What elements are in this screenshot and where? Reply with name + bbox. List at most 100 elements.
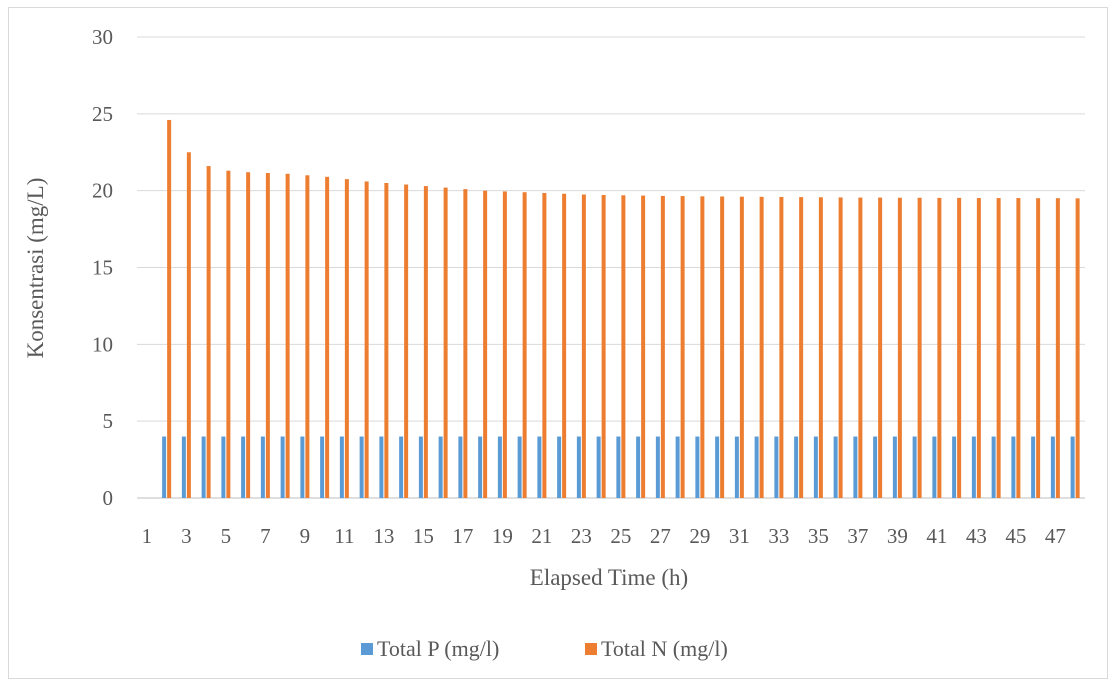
- bar-total-n: [522, 192, 527, 498]
- bar-total-p: [794, 436, 799, 498]
- x-tick-label: 9: [300, 524, 311, 548]
- bar-total-p: [181, 436, 186, 498]
- bar-total-p: [636, 436, 641, 498]
- bar-total-n: [680, 196, 685, 499]
- bar-total-p: [715, 436, 720, 498]
- bar-total-n: [581, 194, 586, 498]
- x-tick-label: 43: [966, 524, 987, 548]
- legend-label-total-n: Total N (mg/l): [601, 636, 728, 661]
- bar-total-n: [818, 197, 823, 498]
- bar-total-n: [917, 197, 922, 498]
- bar-total-p: [616, 436, 621, 498]
- bar-total-n: [483, 190, 488, 498]
- bar-total-p: [339, 436, 344, 498]
- bar-total-n: [858, 197, 863, 498]
- bar-total-n: [957, 197, 962, 498]
- x-tick-label: 29: [689, 524, 710, 548]
- bar-total-n: [601, 194, 606, 498]
- bar-total-p: [754, 436, 759, 498]
- x-tick-label: 15: [413, 524, 434, 548]
- bar-total-p: [537, 436, 542, 498]
- y-tick-label: 25: [92, 102, 113, 126]
- bar-total-n: [404, 184, 409, 498]
- bar-total-n: [542, 192, 547, 498]
- bar-total-n: [285, 173, 290, 498]
- y-tick-label: 15: [92, 256, 113, 280]
- x-tick-labels: 1 3 5 7 9 11 13 15 17 19 21 23 25 27 29 31 33 35 37 39 41 43 4…: [142, 524, 1066, 548]
- bar-total-n: [976, 198, 981, 498]
- bar-total-n: [167, 119, 172, 498]
- x-tick-label: 39: [887, 524, 908, 548]
- x-tick-label: 13: [373, 524, 394, 548]
- bar-total-p: [399, 436, 404, 498]
- x-tick-label: 23: [571, 524, 592, 548]
- x-tick-label: 21: [531, 524, 552, 548]
- gridlines: [137, 36, 1085, 499]
- bar-total-p: [320, 436, 325, 498]
- bar-total-p: [517, 436, 522, 498]
- bar-total-n: [305, 175, 310, 499]
- bar-total-n: [384, 182, 389, 498]
- bar-total-p: [971, 436, 976, 498]
- bar-total-n: [246, 172, 251, 498]
- x-tick-label: 3: [181, 524, 192, 548]
- bar-total-p: [576, 436, 581, 498]
- x-tick-label: 25: [610, 524, 631, 548]
- x-tick-label: 37: [847, 524, 868, 548]
- bar-total-n: [206, 166, 211, 498]
- bar-total-n: [720, 196, 725, 499]
- y-axis-title: Konsentrasi (mg/L): [23, 178, 48, 359]
- bar-total-p: [478, 436, 483, 498]
- bar-total-p: [438, 436, 443, 498]
- bar-total-p: [280, 436, 285, 498]
- bar-total-p: [458, 436, 463, 498]
- bar-total-p: [774, 436, 779, 498]
- bar-total-n: [1075, 198, 1080, 498]
- x-tick-label: 11: [334, 524, 354, 548]
- bar-total-p: [379, 436, 384, 498]
- bar-total-n: [759, 196, 764, 498]
- bar-total-n: [364, 181, 369, 499]
- bar-total-p: [1070, 436, 1075, 498]
- bar-total-n: [779, 196, 784, 499]
- bar-total-p: [853, 436, 858, 498]
- y-tick-label: 10: [92, 332, 113, 356]
- bar-total-p: [675, 436, 680, 498]
- bar-total-n: [562, 193, 567, 499]
- bar-total-p: [655, 436, 660, 498]
- bar-total-n: [621, 195, 626, 498]
- bar-total-n: [1016, 198, 1021, 498]
- bar-total-p: [221, 436, 226, 498]
- bar-total-p: [695, 436, 700, 498]
- bar-total-n: [1055, 198, 1060, 498]
- bar-total-p: [932, 436, 937, 498]
- bar-total-n: [265, 172, 270, 498]
- y-tick-label: 0: [103, 486, 114, 510]
- y-tick-label: 20: [92, 179, 113, 203]
- bar-total-n: [463, 189, 468, 498]
- chart-frame: [8, 7, 1108, 679]
- x-tick-label: 45: [1005, 524, 1026, 548]
- legend-label-total-p: Total P (mg/l): [377, 636, 499, 661]
- bar-total-n: [344, 179, 349, 498]
- bar-total-n: [878, 197, 883, 498]
- bar-total-p: [596, 436, 601, 498]
- x-tick-label: 27: [650, 524, 671, 548]
- y-tick-label: 5: [103, 409, 114, 433]
- bar-total-n: [325, 176, 330, 498]
- x-tick-label: 7: [260, 524, 271, 548]
- bar-total-n: [838, 197, 843, 499]
- bar-total-n: [423, 186, 428, 498]
- bar-total-p: [892, 436, 897, 498]
- legend-swatch-total-n: [585, 643, 597, 655]
- legend-swatch-total-p: [361, 643, 373, 655]
- bar-total-p: [1031, 436, 1036, 498]
- bar-total-n: [641, 195, 646, 499]
- x-tick-label: 1: [142, 524, 153, 548]
- bar-total-p: [991, 436, 996, 498]
- bar-total-p: [1011, 436, 1016, 498]
- x-tick-label: 33: [768, 524, 789, 548]
- bar-total-n: [996, 198, 1001, 498]
- x-tick-label: 31: [729, 524, 750, 548]
